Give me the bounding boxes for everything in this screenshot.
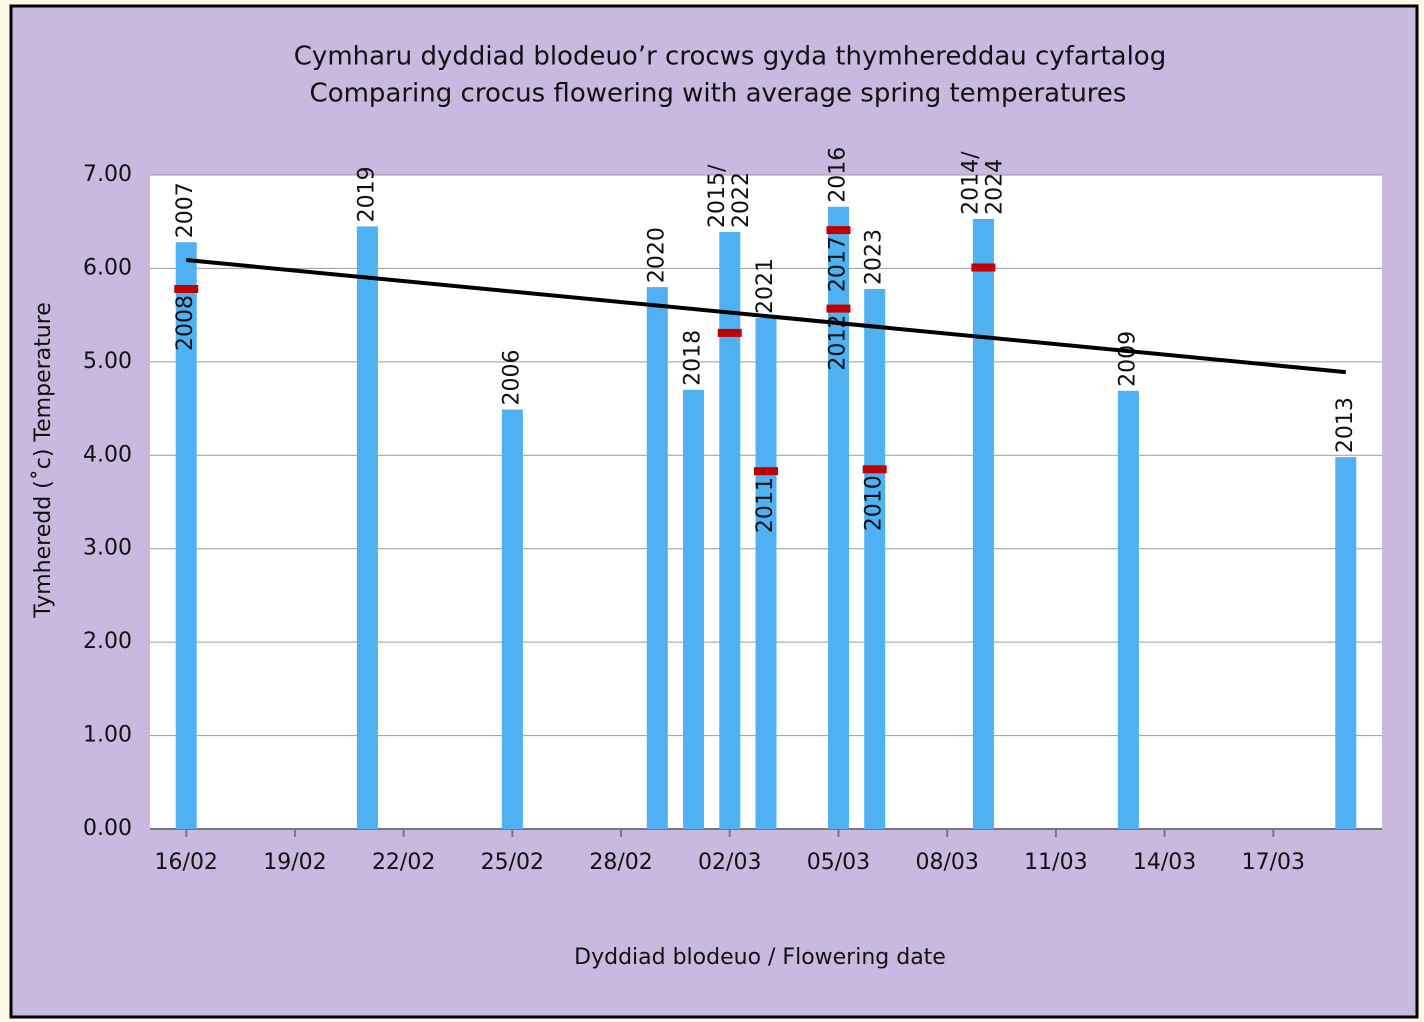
x-tick-label: 02/03 <box>698 850 761 875</box>
bar-label: 2018 <box>681 330 706 386</box>
bar-label: 2021 <box>753 258 778 314</box>
x-tick-label: 08/03 <box>915 850 978 875</box>
bar-label: 2007 <box>173 182 198 238</box>
bar-label: 2014/ <box>958 151 983 215</box>
bar-label: 2022 <box>729 172 754 228</box>
bar-label: 2013 <box>1333 397 1358 453</box>
bar-label: 2015/ <box>705 164 730 228</box>
bar <box>827 206 849 829</box>
bar <box>1117 390 1139 829</box>
marker-label: 2010 <box>862 475 887 531</box>
marker-label: 2008 <box>173 295 198 351</box>
marker <box>826 304 851 313</box>
x-tick-label: 28/02 <box>589 850 652 875</box>
bar <box>356 226 378 829</box>
bar-label: 2024 <box>982 159 1007 215</box>
bar <box>501 409 523 829</box>
bar-label: 2006 <box>499 350 524 406</box>
trendline <box>186 258 1346 375</box>
marker <box>826 226 851 235</box>
x-tick-label: 14/03 <box>1133 850 1196 875</box>
chart-title: Cymharu dyddiad blodeuo’r crocws gyda th… <box>294 42 1166 72</box>
y-tick-label: 7.00 <box>83 162 132 187</box>
x-axis-label: Dyddiad blodeuo / Flowering date <box>574 945 946 970</box>
bar-label: 2009 <box>1115 331 1140 387</box>
bar <box>646 287 668 830</box>
x-tick-label: 05/03 <box>807 850 870 875</box>
x-tick-label: 25/02 <box>481 850 544 875</box>
marker <box>717 328 742 337</box>
chart-subtitle: Comparing crocus flowering with average … <box>310 79 1127 109</box>
x-tick-label: 11/03 <box>1024 850 1087 875</box>
bar <box>719 231 741 829</box>
y-tick-label: 5.00 <box>83 349 132 374</box>
x-tick-label: 19/02 <box>263 850 326 875</box>
marker <box>862 465 887 474</box>
y-tick-label: 1.00 <box>83 723 132 748</box>
y-tick-label: 6.00 <box>83 255 132 280</box>
bar <box>175 242 197 830</box>
x-tick-label: 16/02 <box>155 850 218 875</box>
bar <box>1335 457 1357 829</box>
marker <box>754 467 778 476</box>
bar-label: 2020 <box>644 227 669 283</box>
y-tick-label: 3.00 <box>83 536 132 561</box>
x-tick-label: 22/02 <box>372 850 435 875</box>
marker-label: 2011 <box>753 477 778 533</box>
bar-label: 2016 <box>825 147 850 203</box>
marker-label: 2017 <box>825 236 850 292</box>
bar <box>755 317 777 829</box>
y-tick-label: 0.00 <box>83 816 132 841</box>
marker <box>971 263 996 272</box>
bar <box>683 389 705 829</box>
y-axis-label: Tymheredd (˚c) Temperature <box>31 302 56 619</box>
y-tick-label: 2.00 <box>83 629 132 654</box>
y-tick-label: 4.00 <box>83 442 132 467</box>
marker <box>174 284 199 293</box>
x-tick-label: 17/03 <box>1242 850 1305 875</box>
bar-label: 2019 <box>354 166 379 222</box>
bar <box>864 288 886 829</box>
bar <box>972 218 994 829</box>
bar-label: 2023 <box>862 229 887 285</box>
